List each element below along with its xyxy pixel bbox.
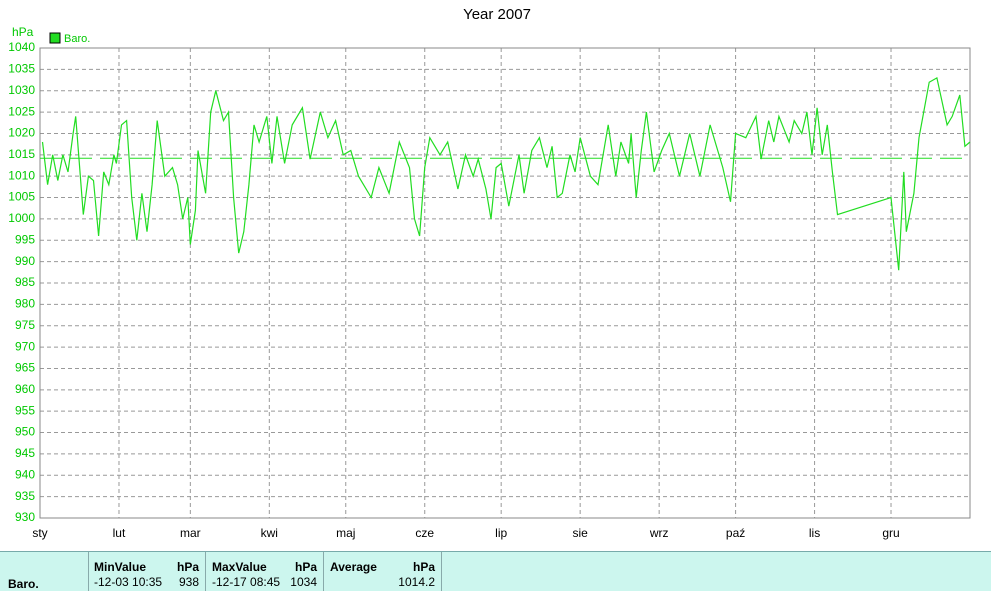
y-tick-label: 1010	[8, 168, 35, 182]
x-tick-label: lis	[809, 526, 820, 540]
x-tick-label: cze	[415, 526, 434, 540]
chart-title: Year 2007	[463, 6, 531, 23]
y-tick-label: 990	[15, 254, 35, 268]
y-tick-label: 1035	[8, 62, 35, 76]
unit: hPa	[412, 560, 435, 574]
header: Average	[330, 560, 377, 574]
cell: MaxValue hPa -12-17 08:45 1034	[206, 552, 324, 591]
plot-border	[39, 47, 971, 519]
y-tick-label: 1005	[8, 190, 35, 204]
legend-label: Baro.	[64, 33, 90, 45]
y-tick-label: 945	[15, 446, 35, 460]
unit: hPa	[294, 560, 317, 574]
value: 1014.2	[398, 575, 435, 589]
header: MinValue	[94, 560, 147, 574]
y-tick-label: 965	[15, 361, 35, 375]
y-axis-label: hPa	[12, 25, 34, 39]
x-tick-label: kwi	[261, 526, 278, 540]
x-tick-label: gru	[882, 526, 899, 540]
value: 1034	[290, 575, 317, 589]
x-tick-label: maj	[336, 526, 355, 540]
x-tick-label: lip	[495, 526, 507, 540]
y-tick-label: 1030	[8, 83, 35, 97]
x-tick-label: lut	[113, 526, 126, 540]
y-tick-label: 950	[15, 425, 35, 439]
x-tick-label: sie	[572, 526, 588, 540]
y-tick-label: 1040	[8, 40, 35, 54]
cell: MinValue hPa -12-03 10:35 938	[88, 552, 206, 591]
y-tick-label: 985	[15, 275, 35, 289]
y-tick-label: 1015	[8, 147, 35, 161]
y-tick-label: 975	[15, 318, 35, 332]
y-tick-label: 955	[15, 403, 35, 417]
time: -12-03 10:35	[94, 575, 163, 589]
y-tick-label: 930	[15, 510, 35, 524]
row-name: Baro.	[8, 577, 39, 591]
y-tick-label: 995	[15, 232, 35, 246]
y-tick-label: 935	[15, 489, 35, 503]
data-line	[41, 76, 971, 271]
y-tick-label: 970	[15, 339, 35, 353]
x-tick-label: paź	[726, 526, 745, 540]
stats-table: Baro. MinValue hPa -12-03 10:35 938 MaxV…	[0, 551, 991, 591]
y-tick-label: 940	[15, 467, 35, 481]
y-tick-label: 960	[15, 382, 35, 396]
header: MaxValue	[212, 560, 267, 574]
cell: Average hPa 1014.2	[324, 552, 442, 591]
unit: hPa	[176, 560, 199, 574]
value: 938	[178, 575, 199, 589]
x-tick-label: mar	[180, 526, 201, 540]
legend-swatch	[49, 32, 61, 44]
x-tick-label: wrz	[649, 526, 669, 540]
y-tick-label: 1020	[8, 126, 35, 140]
y-tick-label: 980	[15, 297, 35, 311]
time: -12-17 08:45	[212, 575, 281, 589]
chart: Year 2007 hPa 930 935 940 945 950 955 960 965 97…	[8, 6, 971, 540]
x-tick-label: sty	[32, 526, 47, 540]
cell: Baro.	[0, 552, 89, 591]
y-tick-label: 1025	[8, 104, 35, 118]
y-tick-label: 1000	[8, 211, 35, 225]
